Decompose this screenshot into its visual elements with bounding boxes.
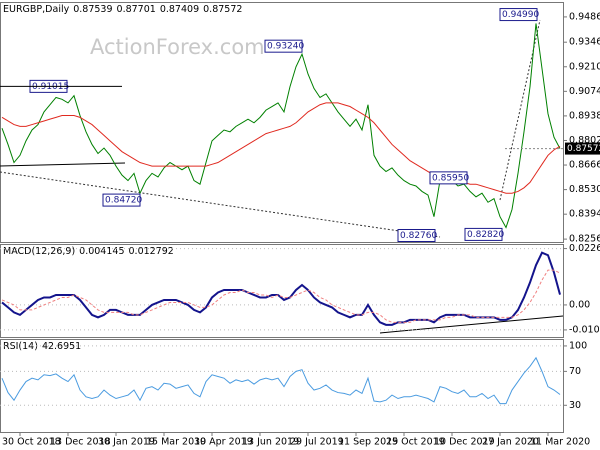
price-label-box [102, 193, 141, 207]
x-tick-label: 27 Jan 2020 [482, 437, 539, 448]
series-line [1, 251, 561, 326]
y-tick-label: -0.010052 [569, 324, 600, 335]
price-label: 0.85950 [432, 173, 469, 183]
macd-value: 0.004145 [79, 246, 124, 257]
series-line [1, 23, 561, 229]
support-line [0, 162, 126, 167]
macd-panel [0, 244, 564, 338]
x-tick-label: 29 Jul 2019 [290, 437, 344, 448]
price-label: 0.84720 [105, 196, 142, 206]
open-value: 0.87539 [73, 4, 112, 15]
rsi-panel [0, 339, 564, 433]
x-tick-label: 15 Mar 2019 [146, 437, 206, 448]
current-price-label: 0.87572 [567, 144, 600, 154]
price-panel [0, 2, 564, 243]
macd-header: MACD(12,26,9) 0.004145 0.012792 [3, 246, 174, 257]
x-tick-label: 30 Jan 2019 [98, 437, 155, 448]
y-tick-label: 100 [569, 340, 587, 351]
series-line [1, 269, 561, 323]
price-label-box [499, 8, 538, 22]
watermark: ActionForex.com [90, 35, 265, 59]
x-tick-label: 11 Mar 2020 [530, 437, 590, 448]
price-label: 0.94990 [502, 10, 539, 20]
macd-title: MACD(12,26,9) [3, 246, 75, 257]
x-tick-label: 13 Dec 2018 [50, 437, 111, 448]
price-label: 0.93240 [267, 42, 304, 52]
price-label-box [397, 228, 436, 242]
y-tick-label: 70 [569, 366, 581, 377]
y-tick-label: 0.00 [569, 299, 590, 310]
y-tick-label: 30 [569, 400, 581, 411]
y-tick-label: 0.022662 [569, 243, 600, 254]
price-label: 0.82760 [400, 231, 437, 241]
x-tick-label: 13 Jun 2019 [242, 437, 299, 448]
macd-trend-line [379, 315, 564, 334]
high-value: 0.87701 [117, 4, 156, 15]
symbol-title: EURGBP,Daily [3, 4, 70, 15]
series-line [1, 356, 561, 405]
x-tick-label: 30 Oct 2018 [2, 437, 61, 448]
price-label-box [464, 227, 503, 241]
rsi-value: 42.6951 [42, 341, 81, 352]
x-tick-label: 30 Apr 2019 [194, 437, 253, 448]
signal-value: 0.012792 [129, 246, 174, 257]
close-value: 0.87572 [203, 4, 242, 15]
price-label-box [264, 39, 303, 53]
price-header: EURGBP,Daily 0.87539 0.87701 0.87409 0.87572 [3, 4, 242, 15]
x-tick-label: 10 Dec 2019 [434, 437, 495, 448]
current-price-box [565, 142, 600, 155]
rsi-header: RSI(14) 42.6951 [3, 341, 81, 352]
price-label: 0.82820 [467, 230, 504, 240]
price-label-box [429, 171, 468, 185]
x-tick-label: 11 Sep 2019 [338, 437, 398, 448]
low-value: 0.87409 [160, 4, 199, 15]
x-tick-label: 25 Oct 2019 [386, 437, 445, 448]
